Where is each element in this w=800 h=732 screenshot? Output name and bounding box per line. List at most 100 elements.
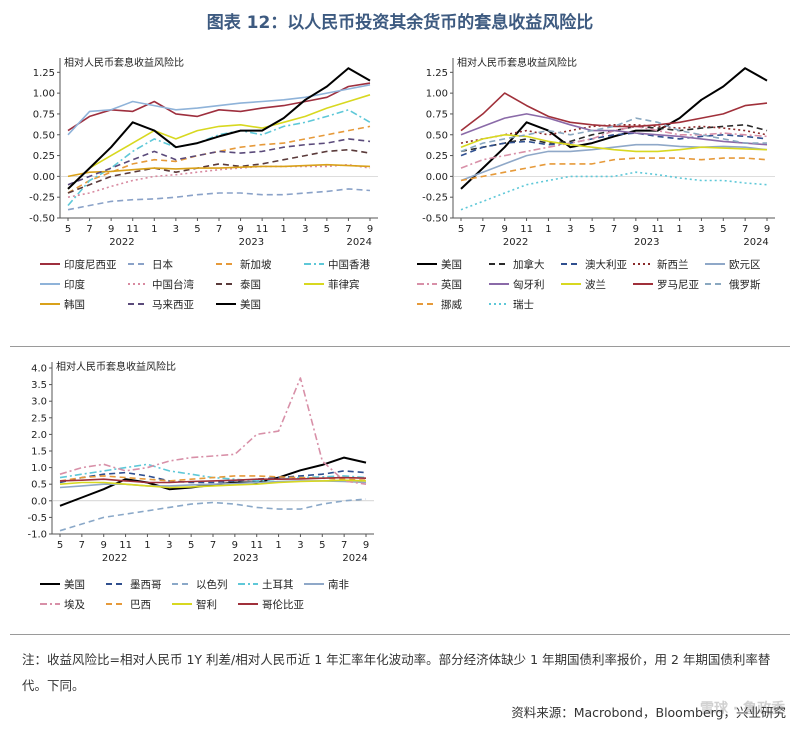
legend-label: 泰国: [240, 278, 261, 291]
x-tick-label: 1: [281, 224, 287, 235]
series-line: [460, 67, 768, 190]
x-tick-label: 9: [633, 224, 639, 235]
y-tick-label: -0.25: [422, 193, 448, 204]
y-tick-label: 1.25: [426, 68, 448, 79]
legend-label: 菲律宾: [328, 278, 360, 291]
source-line: 资料来源：Macrobond，Bloomberg，兴业研究: [511, 705, 786, 720]
x-tick-label: 11: [520, 224, 533, 235]
x-tick-label: 9: [108, 224, 114, 235]
legend-label: 挪威: [441, 298, 462, 311]
y-tick-label: 4.0: [31, 364, 47, 375]
legend-label: 俄罗斯: [729, 278, 761, 291]
x-tick-label: 9: [237, 224, 243, 235]
series-line: [460, 171, 768, 211]
x-tick-label: 7: [480, 224, 486, 235]
x-tick-label: 3: [567, 224, 573, 235]
series-line: [460, 125, 768, 169]
y-tick-label: 2.5: [31, 413, 47, 424]
x-tick-label: 5: [65, 224, 71, 235]
series-line: [67, 108, 371, 207]
series-line: [460, 157, 768, 182]
x-tick-label: 7: [79, 540, 85, 551]
series-line: [67, 82, 371, 132]
y-tick-label: 0.5: [31, 480, 47, 491]
x-tick-label: 7: [210, 540, 216, 551]
y-tick-label: 0.25: [33, 151, 55, 162]
y-tick-label: 1.25: [33, 68, 55, 79]
x-tick-label: 9: [502, 224, 508, 235]
x-tick-label: 3: [297, 540, 303, 551]
series-line: [460, 113, 768, 146]
x-tick-label: 7: [345, 224, 351, 235]
series-line: [67, 125, 371, 194]
series-line: [67, 148, 371, 194]
legend-label: 墨西哥: [130, 579, 162, 591]
legend-label: 南非: [328, 578, 349, 591]
y-tick-label: 0.0: [31, 496, 47, 507]
x-tick-label: 3: [173, 224, 179, 235]
x-tick-label: 11: [119, 540, 132, 551]
series-line: [460, 124, 768, 153]
y-tick-label: -0.50: [422, 214, 448, 225]
year-label: 2024: [743, 237, 768, 248]
y-tick-label: 3.0: [31, 397, 47, 408]
series-line: [59, 476, 367, 484]
series-line: [59, 498, 367, 532]
year-label: 2022: [102, 553, 127, 564]
panel-label: 相对人民币套息收益风险比: [457, 56, 577, 69]
y-tick-label: 0.00: [426, 172, 448, 183]
x-tick-label: 7: [216, 224, 222, 235]
series-line: [67, 138, 371, 186]
legend-label: 马来西亚: [152, 299, 194, 311]
x-tick-label: 9: [363, 540, 369, 551]
y-tick-label: 1.00: [33, 89, 55, 100]
x-tick-label: 11: [250, 540, 263, 551]
y-tick-label: 0.25: [426, 151, 448, 162]
x-tick-label: 5: [589, 224, 595, 235]
x-tick-label: 3: [166, 540, 172, 551]
legend-label: 新加坡: [240, 258, 272, 271]
x-tick-label: 5: [57, 540, 63, 551]
watermark: 雪球 · 鲁政委: [700, 701, 786, 717]
x-tick-label: 11: [126, 224, 139, 235]
legend-label: 美国: [64, 578, 85, 591]
legend-label: 巴西: [130, 599, 151, 611]
chart-panel-3: 相对人民币套息收益风险比 4.0 3.5 3.0 2.5 2.0 1.5 1.0 0.5 0.0 -…: [27, 360, 374, 611]
series-line: [67, 163, 371, 178]
x-tick-label: 5: [324, 224, 330, 235]
year-label: 2022: [109, 237, 134, 248]
x-tick-label: 7: [742, 224, 748, 235]
legend-label: 土耳其: [262, 578, 294, 591]
x-tick-label: 1: [545, 224, 551, 235]
legend-label: 匈牙利: [513, 278, 545, 291]
legend-label: 印度: [64, 278, 85, 291]
year-label: 2023: [239, 237, 264, 248]
bottom-divider: [10, 634, 790, 635]
x-tick-label: 9: [764, 224, 770, 235]
y-tick-label: 3.5: [31, 380, 47, 391]
series-line: [67, 84, 371, 136]
x-tick-label: 5: [458, 224, 464, 235]
x-tick-label: 7: [341, 540, 347, 551]
y-tick-label: 1.5: [31, 447, 47, 458]
panel-divider: [10, 346, 790, 347]
series-line: [59, 470, 367, 484]
year-label: 2023: [634, 237, 659, 248]
legend-label: 日本: [152, 258, 173, 271]
x-tick-label: 11: [256, 224, 269, 235]
legend-label: 印度尼西亚: [64, 258, 117, 271]
year-label: 2024: [346, 237, 371, 248]
legend-label: 美国: [441, 258, 462, 271]
page-title: 图表 12：以人民币投资其余货币的套息收益风险比: [206, 13, 594, 33]
series-line: [67, 163, 371, 198]
x-tick-label: 1: [676, 224, 682, 235]
series-line: [460, 92, 768, 132]
y-tick-label: 2.0: [31, 430, 47, 441]
x-tick-label: 1: [275, 540, 281, 551]
panel-label: 相对人民币套息收益风险比: [64, 56, 184, 69]
footnote: 注：收益风险比=相对人民币 1Y 利差/相对人民币近 1 年汇率年化波动率。部分…: [22, 652, 771, 693]
legend-label: 哥伦比亚: [262, 598, 304, 611]
legend-label: 瑞士: [513, 298, 534, 311]
x-tick-label: 5: [188, 540, 194, 551]
legend-label: 波兰: [585, 278, 606, 291]
